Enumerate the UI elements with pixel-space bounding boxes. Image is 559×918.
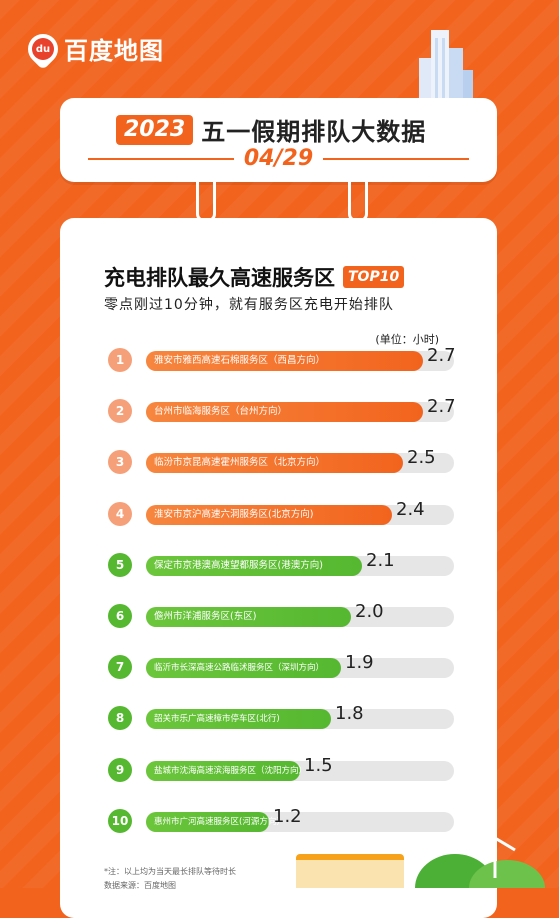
bar-category-label: 盐城市沈海高速滨海服务区（沈阳方向）	[154, 765, 308, 776]
brand-mark: du	[32, 37, 54, 60]
bar-track: 临汾市京昆高速霍州服务区（北京方向）	[146, 453, 454, 474]
truck-decoration	[296, 854, 404, 888]
header-title: 五一假期排队大数据	[201, 118, 427, 146]
rank-badge: 7	[108, 655, 132, 680]
bar-value-label: 2.7	[427, 396, 456, 418]
main-title-row: 充电排队最久高速服务区 TOP10	[104, 262, 405, 292]
data-source: 数据来源：百度地图	[104, 881, 176, 890]
rank-badge: 3	[108, 450, 132, 475]
header-title-row: 2023 五一假期排队大数据	[116, 112, 426, 147]
bar-track: 盐城市沈海高速滨海服务区（沈阳方向）	[146, 760, 454, 781]
bar-category-label: 临汾市京昆高速霍州服务区（北京方向）	[154, 457, 326, 469]
bar-value-label: 1.2	[273, 805, 302, 827]
rank-badge: 2	[108, 399, 132, 424]
bar	[146, 811, 269, 832]
top10-badge: TOP10	[343, 266, 405, 288]
bar-category-label: 台州市临海服务区（台州方向）	[154, 406, 288, 418]
rank-badge: 5	[108, 552, 132, 577]
bar	[146, 351, 423, 371]
bar-value-label: 1.9	[345, 652, 374, 674]
bar-category-label: 韶关市乐广高速樟市停车区(北行)	[154, 714, 280, 725]
bar-track: 保定市京港澳高速望都服务区(港澳方向)	[146, 555, 454, 576]
bar-track: 临沂市长深高速公路临沭服务区（深圳方向）	[146, 658, 454, 679]
header-date: 04/29	[233, 146, 324, 171]
bar-value-label: 2.7	[427, 345, 456, 366]
rank-badge: 6	[108, 604, 132, 628]
main-card: 充电排队最久高速服务区 TOP10 零点刚过10分钟，就有服务区充电开始排队 (…	[60, 218, 497, 918]
rank-badge: 10	[108, 808, 132, 833]
bar-track: 儋州市洋浦服务区(东区)	[146, 607, 454, 627]
year-badge: 2023	[116, 114, 194, 145]
bar	[146, 607, 351, 627]
bar-value-label: 2.5	[407, 447, 436, 469]
bar-category-label: 儋州市洋浦服务区(东区)	[154, 611, 257, 622]
binder-ring-right	[348, 170, 368, 222]
bar-category-label: 雅安市雅西高速石棉服务区（西昌方向）	[154, 355, 326, 366]
bar-value-label: 1.5	[304, 754, 333, 776]
bar-value-label: 2.4	[396, 498, 425, 520]
map-pin-icon: du	[21, 27, 65, 70]
binder-ring-left	[196, 170, 216, 222]
bar-track: 惠州市广河高速服务区(河源方向)	[146, 811, 454, 832]
footnote: *注：以上均为当天最长排队等待时长	[104, 867, 236, 876]
bar	[146, 709, 331, 730]
bar	[146, 760, 300, 781]
unit-label: (单位：小时)	[375, 333, 439, 346]
bar-track: 雅安市雅西高速石棉服务区（西昌方向）	[146, 351, 454, 371]
bar	[146, 504, 392, 525]
brand-name: 百度地图	[64, 37, 164, 65]
bar-value-label: 2.0	[355, 601, 384, 622]
bar	[146, 453, 403, 474]
bar-category-label: 惠州市广河高速服务区(河源方向)	[154, 816, 280, 827]
bar-category-label: 保定市京港澳高速望都服务区(港澳方向)	[154, 559, 323, 571]
bar-track: 淮安市京沪高速六洞服务区(北京方向)	[146, 504, 454, 525]
bar	[146, 402, 423, 423]
bar-value-label: 1.8	[335, 703, 364, 725]
bar-track: 台州市临海服务区（台州方向）	[146, 402, 454, 423]
header-date-wrap: 04/29	[60, 146, 497, 171]
bar	[146, 658, 341, 679]
header-card: 2023 五一假期排队大数据 04/29	[60, 98, 497, 182]
bar-category-label: 临沂市长深高速公路临沭服务区（深圳方向）	[154, 663, 325, 674]
bar-value-label: 2.1	[366, 549, 395, 571]
rank-badge: 8	[108, 706, 132, 731]
plant-decoration-icon	[415, 830, 545, 888]
rank-badge: 4	[108, 501, 132, 526]
rank-badge: 9	[108, 757, 132, 782]
rank-badge: 1	[108, 348, 132, 372]
bar-category-label: 淮安市京沪高速六洞服务区(北京方向)	[154, 508, 314, 520]
bar-track: 韶关市乐广高速樟市停车区(北行)	[146, 709, 454, 730]
chart-subtitle: 零点刚过10分钟，就有服务区充电开始排队	[104, 297, 394, 313]
bar	[146, 555, 362, 576]
chart-title: 充电排队最久高速服务区	[104, 266, 335, 290]
brand-logo: du 百度地图	[21, 27, 164, 70]
